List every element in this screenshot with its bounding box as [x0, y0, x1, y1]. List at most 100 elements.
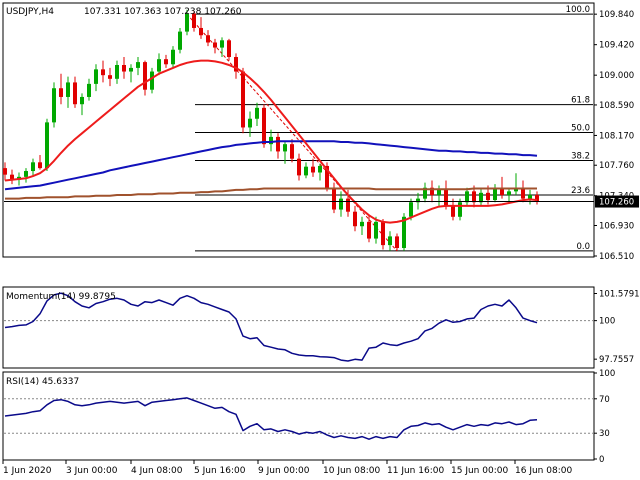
candle-body — [220, 40, 224, 48]
fib-level-label: 38.2 — [571, 151, 590, 161]
candle-body — [269, 136, 273, 145]
momentum-tick-label: 100 — [599, 317, 615, 327]
candle-body — [87, 83, 91, 97]
rsi-panel[interactable] — [2, 371, 595, 461]
candle-body — [59, 88, 63, 97]
fib-level-label: 23.6 — [571, 186, 590, 196]
candle-body — [31, 162, 35, 172]
rsi-tick-label: 100 — [599, 369, 615, 379]
candle-body — [241, 71, 245, 128]
candle-body — [164, 59, 168, 65]
candle-body — [248, 118, 252, 128]
price-tick-label: 109.420 — [599, 41, 634, 51]
candle-body — [346, 198, 350, 212]
candle-body — [262, 107, 266, 145]
candle-body — [38, 162, 42, 169]
candle-body — [339, 198, 343, 210]
time-tick-label: 4 Jun 08:00 — [131, 466, 183, 476]
candle-body — [437, 189, 441, 195]
candle-body — [52, 88, 56, 123]
price-panel[interactable] — [2, 2, 595, 258]
price-tick-label: 108.170 — [599, 131, 634, 141]
time-tick-label: 9 Jun 00:00 — [258, 466, 310, 476]
time-axis: 1 Jun 2020 3 Jun 00:00 4 Jun 08:00 5 Jun 16… — [2, 460, 572, 476]
candle-body — [192, 13, 196, 28]
candle-body — [136, 62, 140, 68]
price-axis: 109.840 109.420 109.000 108.590 108.170 107.7… — [4, 10, 639, 262]
candle-body — [493, 187, 497, 201]
candle-body — [367, 221, 371, 239]
price-tick-label: 108.590 — [599, 101, 634, 111]
candle-body — [10, 174, 14, 180]
candle-body — [45, 122, 49, 169]
candle-body — [255, 107, 259, 119]
price-tick-label: 106.510 — [599, 252, 634, 262]
price-tick-label: 109.000 — [599, 71, 634, 81]
candle-body — [486, 192, 490, 201]
sma-slow-line — [5, 187, 537, 200]
candle-body — [171, 49, 175, 65]
momentum-tick-label: 101.5791 — [599, 290, 640, 300]
candle-body — [395, 236, 399, 249]
momentum-line — [4, 292, 538, 362]
candle-body — [115, 65, 119, 79]
candle-body — [150, 71, 154, 90]
candle-body — [122, 65, 126, 72]
candle-body — [80, 96, 84, 105]
candle-body — [402, 216, 406, 249]
candle-body — [66, 82, 70, 97]
rsi-indicator: 100 70 30 0 — [4, 369, 615, 465]
candle-body — [318, 165, 322, 173]
candle-body — [206, 35, 210, 43]
candle-body — [304, 166, 308, 176]
candle-body — [276, 136, 280, 152]
candle-body — [199, 27, 203, 36]
candle-body — [479, 192, 483, 203]
candle-body — [101, 69, 105, 76]
candle-body — [388, 236, 392, 246]
candle-body — [409, 202, 413, 217]
candle-body — [234, 57, 238, 72]
candle-body — [290, 144, 294, 159]
price-tick-label: 109.840 — [599, 10, 634, 20]
candle-body — [374, 221, 378, 239]
rsi-tick-label: 0 — [599, 455, 604, 465]
candle-body — [381, 221, 385, 246]
candle-body — [360, 221, 364, 227]
candle-body — [535, 194, 539, 202]
candlesticks — [3, 9, 539, 251]
rsi-title: RSI(14) 45.6337 — [6, 377, 79, 387]
price-tick-label: 107.760 — [599, 161, 634, 171]
candle-body — [3, 168, 7, 175]
candle-body — [143, 62, 147, 90]
candle-body — [521, 187, 525, 199]
rsi-tick-label: 30 — [599, 429, 610, 439]
current-price-tag — [595, 195, 639, 208]
current-price-label: 107.260 — [599, 198, 634, 208]
candle-body — [332, 187, 336, 210]
candle-body — [458, 202, 462, 217]
candle-body — [325, 165, 329, 188]
moving-averages — [4, 59, 538, 224]
momentum-tick-label: 97.7557 — [599, 355, 634, 365]
rsi-line — [4, 397, 538, 440]
time-tick-label: 16 Jun 08:00 — [515, 466, 572, 476]
candle-body — [500, 187, 504, 195]
candle-body — [472, 191, 476, 203]
fib-level-label: 61.8 — [571, 96, 590, 106]
chart-symbol-label: USDJPY,H4 — [6, 7, 54, 17]
price-tick-label: 106.930 — [599, 221, 634, 231]
candle-body — [451, 205, 455, 217]
candle-body — [73, 82, 77, 105]
candle-body — [157, 59, 161, 72]
time-tick-label: 1 Jun 2020 — [3, 466, 52, 476]
candle-body — [416, 198, 420, 203]
sma-fast-line — [4, 59, 538, 224]
candle-body — [353, 211, 357, 227]
time-tick-label: 15 Jun 00:00 — [451, 466, 508, 476]
time-tick-label: 11 Jun 16:00 — [387, 466, 444, 476]
candle-body — [185, 13, 189, 32]
candle-body — [514, 187, 518, 192]
ohlc-readout: 107.331 107.363 107.238 107.260 — [84, 7, 242, 17]
